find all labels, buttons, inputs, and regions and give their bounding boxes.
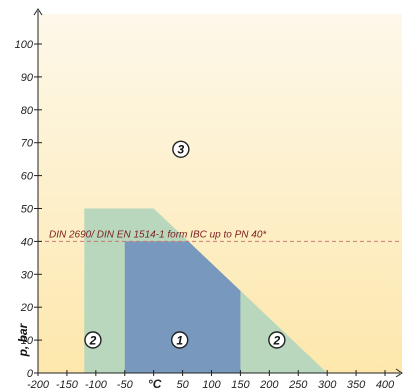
region-1-marker xyxy=(170,331,189,349)
y-tick-label: 50 xyxy=(21,204,34,216)
x-tick-label: 400 xyxy=(376,379,395,391)
region-3-label: 3 xyxy=(178,143,185,157)
x-tick-label: 50 xyxy=(176,379,189,391)
y-axis-title: p, bar xyxy=(16,322,30,357)
x-tick-label: -200 xyxy=(27,379,50,391)
region-1-label: 1 xyxy=(176,333,183,347)
x-tick-label: -100 xyxy=(85,379,108,391)
x-tick-label: 350 xyxy=(347,379,366,391)
y-tick-label: 40 xyxy=(21,236,34,248)
y-tick-label: 20 xyxy=(20,302,34,314)
y-tick-label: 0 xyxy=(27,368,34,380)
y-axis-arrow xyxy=(33,8,43,16)
x-axis-arrow xyxy=(395,368,403,378)
y-tick-label: 10 xyxy=(21,335,34,347)
reference-line-label: DIN 2690/ DIN EN 1514-1 form IBC up to P… xyxy=(49,229,267,240)
axes: 0 10 20 30 40 50 60 70 80 90 100 -200 -150 -100 -50 °C 5… xyxy=(15,8,403,391)
region-2-label: 2 xyxy=(273,333,281,347)
x-tick-label: 300 xyxy=(318,379,337,391)
region-2-marker xyxy=(268,331,286,349)
x-tick-label: 100 xyxy=(202,379,221,391)
y-tick-label: 90 xyxy=(21,72,34,84)
x-tick-label: 250 xyxy=(288,379,308,391)
y-tick-label: 100 xyxy=(15,39,34,51)
region-2-label: 2 xyxy=(89,333,97,347)
region-2-marker xyxy=(84,331,102,349)
x-tick-label: -50 xyxy=(117,379,134,391)
x-tick-label: 150 xyxy=(231,379,250,391)
labels-layer: 2 2 1 3 xyxy=(84,140,286,349)
region-1 xyxy=(124,241,241,373)
reference-lines: DIN 2690/ DIN EN 1514-1 form IBC up to P… xyxy=(38,229,402,242)
x-tick-label: 200 xyxy=(259,379,279,391)
x-tick-label: -150 xyxy=(56,379,79,391)
y-tick-label: 30 xyxy=(21,269,34,281)
regions-layer xyxy=(84,208,328,373)
y-tick-label: 60 xyxy=(21,171,34,183)
x-axis-title: °C xyxy=(148,377,162,391)
y-tick-label: 80 xyxy=(21,105,34,117)
y-tick-label: 70 xyxy=(21,138,34,150)
region-3-marker xyxy=(172,140,190,158)
